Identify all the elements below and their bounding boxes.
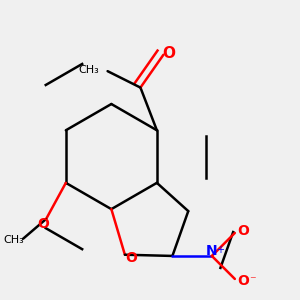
Text: O: O (237, 224, 249, 238)
Text: O: O (162, 46, 175, 61)
Text: O: O (125, 251, 137, 265)
Text: ⁻: ⁻ (250, 274, 256, 287)
Text: O: O (237, 274, 249, 288)
Text: CH₃: CH₃ (79, 64, 99, 74)
Text: CH₃: CH₃ (3, 235, 24, 245)
Text: N: N (206, 244, 218, 258)
Text: O: O (37, 217, 49, 231)
Text: +: + (216, 245, 224, 255)
